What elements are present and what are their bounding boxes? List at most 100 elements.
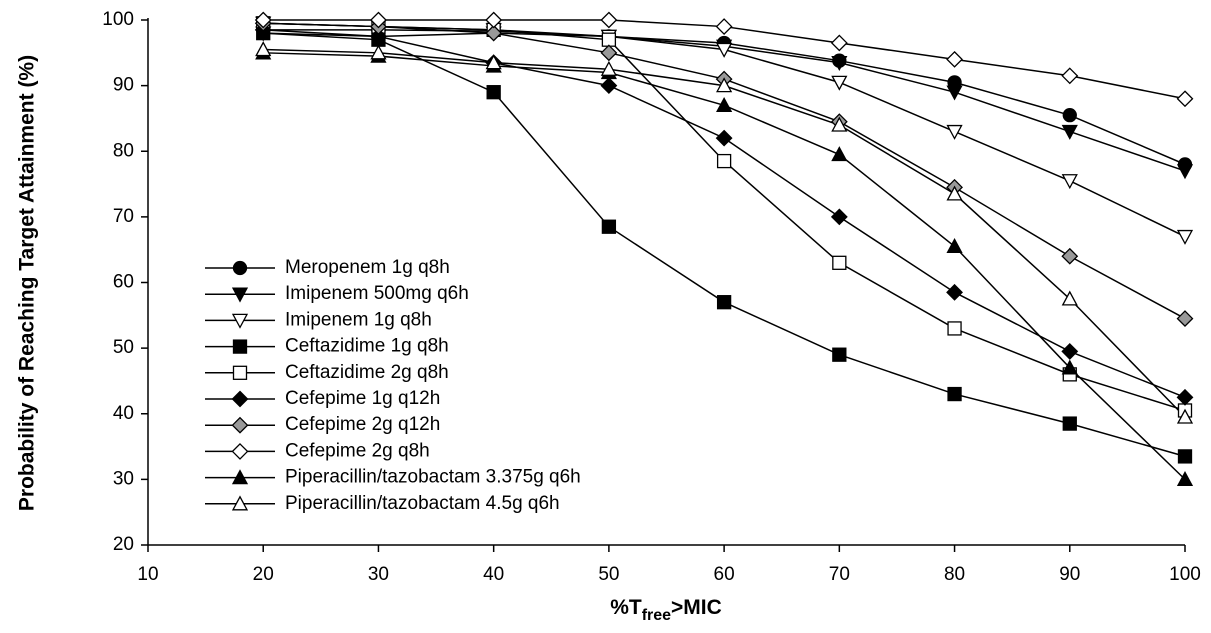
marker [831,146,848,162]
marker [1061,124,1078,140]
x-tick-label: 30 [368,564,389,585]
x-tick-label: 90 [1059,564,1080,585]
x-tick-label: 70 [829,564,850,585]
marker [716,42,733,58]
legend-marker [232,339,248,354]
marker [946,50,963,68]
marker [1176,408,1194,424]
marker [1061,290,1078,306]
x-axis-label: %Tfree>MIC [610,596,722,625]
marker [1176,229,1194,245]
legend-marker [231,495,249,511]
marker [1176,310,1194,328]
marker [832,347,847,362]
y-tick-label: 90 [113,75,134,96]
y-tick-label: 30 [113,468,134,489]
marker [947,386,962,402]
marker [485,54,502,70]
legend-label: Cefepime 1g q12h [285,388,440,409]
marker [1176,164,1194,180]
marker [600,60,617,76]
marker [600,77,618,95]
marker [1062,416,1077,431]
marker [946,283,963,301]
marker [486,85,501,100]
x-tick-label: 50 [598,564,619,585]
marker [1061,359,1078,375]
marker [1176,90,1194,108]
marker [370,11,387,29]
marker [946,185,963,201]
marker [1061,174,1078,190]
marker [831,75,848,91]
legend-label: Ceftazidime 2g q8h [285,362,449,383]
x-tick-label: 20 [253,564,274,585]
marker [1176,471,1194,487]
legend-label: Piperacillin/tazobactam 4.5g q6h [285,493,560,514]
y-axis-label: Probability of Reaching Target Attainmen… [16,55,39,511]
marker [1061,67,1079,85]
x-tick-label: 100 [1169,564,1201,585]
legend-marker [232,260,248,276]
x-label-part: >MIC [671,596,722,619]
marker [600,44,618,62]
y-tick-label: 40 [113,403,134,424]
marker [946,238,963,254]
legend-marker [231,313,249,329]
marker [1176,388,1194,406]
x-tick-label: 80 [944,564,965,585]
y-tick-label: 60 [113,272,134,293]
marker [601,219,617,234]
x-label-part: %T [610,596,642,619]
marker [1061,342,1079,360]
marker [831,116,848,132]
legend-label: Imipenem 1g q8h [285,309,432,330]
marker [946,85,963,101]
legend-label: Ceftazidime 1g q8h [285,336,449,357]
marker [715,18,733,35]
legend-label: Meropenem 1g q8h [285,257,450,278]
legend-marker [231,416,249,434]
legend-marker [231,390,249,408]
marker [832,255,847,270]
marker [947,321,962,336]
marker [600,11,618,29]
legend-label: Piperacillin/tazobactam 3.375g q6h [285,467,581,488]
marker [254,11,272,29]
marker [1061,247,1079,265]
marker [830,34,848,52]
legend-label: Cefepime 2g q12h [285,414,440,435]
legend-marker [231,469,249,485]
y-tick-label: 70 [113,206,134,227]
marker [946,124,963,140]
y-tick-label: 50 [113,337,134,358]
x-tick-label: 60 [714,564,735,585]
marker [370,44,387,60]
marker [255,41,272,57]
marker [715,129,733,147]
legend-marker [231,287,249,303]
legend-label: Cefepime 2g q8h [285,440,430,461]
marker [716,77,733,93]
marker [485,11,503,29]
y-tick-label: 80 [113,140,134,161]
legend-marker [231,442,249,460]
marker [370,27,387,45]
marker [831,56,848,72]
marker [485,24,503,42]
marker [1177,449,1193,464]
marker [716,96,733,112]
x-tick-label: 40 [483,564,504,585]
legend-label: Imipenem 500mg q6h [285,283,469,304]
marker [716,153,732,169]
marker [716,295,732,310]
marker [830,208,848,226]
marker [1062,108,1077,123]
y-tick-label: 100 [102,9,134,30]
x-tick-label: 10 [137,564,158,585]
marker [601,32,617,47]
x-label-subscript: free [642,607,671,624]
y-tick-label: 20 [113,534,134,555]
